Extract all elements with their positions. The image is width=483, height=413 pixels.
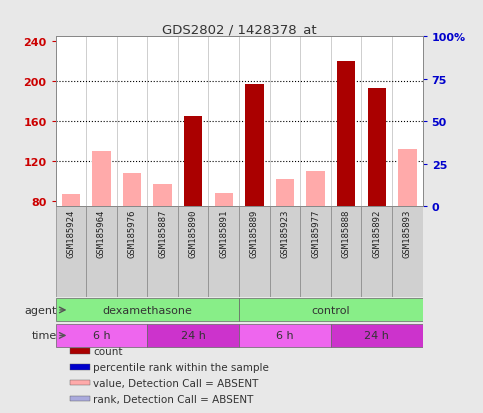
Bar [62,195,80,206]
Bar [306,172,325,206]
Text: time: time [32,331,57,341]
Bar [337,62,355,206]
Bar [214,194,233,206]
Text: 6 h: 6 h [93,331,110,341]
Title: GDS2802 / 1428378_at: GDS2802 / 1428378_at [162,23,316,36]
Bar [92,152,111,206]
Bar [178,206,209,297]
Bar [123,174,141,206]
Bar [70,349,90,354]
Bar [270,206,300,297]
Bar [56,299,239,322]
Bar [209,206,239,297]
Text: control: control [312,305,350,315]
Text: GSM185924: GSM185924 [66,209,75,258]
Bar [70,364,90,370]
Bar [56,206,86,297]
Bar [300,206,331,297]
Text: GSM185893: GSM185893 [403,209,412,258]
Bar [154,185,172,206]
Text: 24 h: 24 h [181,331,206,341]
Text: count: count [93,347,123,356]
Text: rank, Detection Call = ABSENT: rank, Detection Call = ABSENT [93,394,254,404]
Bar [117,206,147,297]
Text: GSM185977: GSM185977 [311,209,320,258]
Text: GSM185890: GSM185890 [189,209,198,258]
Text: GSM185889: GSM185889 [250,209,259,258]
Text: value, Detection Call = ABSENT: value, Detection Call = ABSENT [93,378,259,388]
Bar [147,324,239,347]
Text: dexamethasone: dexamethasone [102,305,192,315]
Bar [147,206,178,297]
Text: 24 h: 24 h [364,331,389,341]
Bar [239,324,331,347]
Text: GSM185891: GSM185891 [219,209,228,258]
Bar [239,299,423,322]
Bar [70,380,90,386]
Text: agent: agent [25,305,57,315]
Bar [245,85,264,206]
Bar [368,89,386,206]
Text: percentile rank within the sample: percentile rank within the sample [93,362,269,372]
Bar [56,324,147,347]
Bar [331,324,423,347]
Text: GSM185888: GSM185888 [341,209,351,258]
Text: GSM185964: GSM185964 [97,209,106,258]
Bar [331,206,361,297]
Bar [184,117,202,206]
Text: GSM185976: GSM185976 [128,209,137,258]
Bar [70,396,90,401]
Bar [276,180,294,206]
Text: 6 h: 6 h [276,331,294,341]
Bar [361,206,392,297]
Bar [392,206,423,297]
Bar [86,206,117,297]
Text: GSM185923: GSM185923 [281,209,289,258]
Text: GSM185892: GSM185892 [372,209,381,258]
Text: GSM185887: GSM185887 [158,209,167,258]
Bar [398,150,416,206]
Bar [239,206,270,297]
